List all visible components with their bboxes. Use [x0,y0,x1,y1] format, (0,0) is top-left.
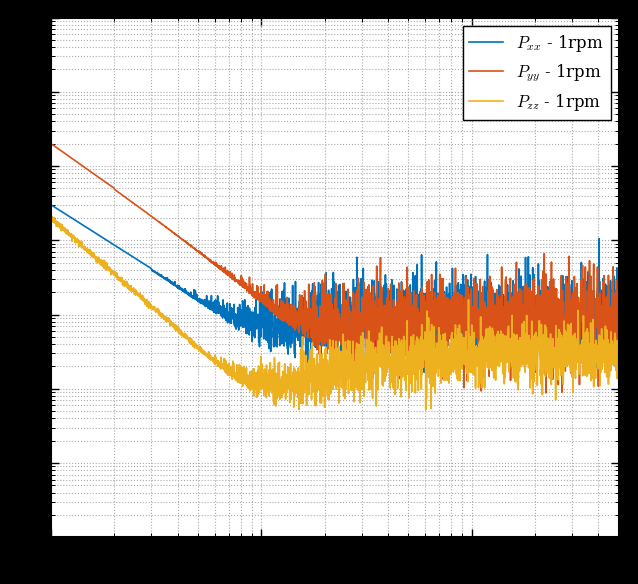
$P_{zz}$ - 1rpm [146,300,154,307]
$P_{zz}$ - 1rpm [290,384,297,391]
$P_{yy}$ - 1rpm [290,307,297,314]
$P_{yy}$ - 1rpm [112,187,119,194]
$P_{yy}$ - 1rpm [543,324,551,331]
Legend: $P_{xx}$ - 1rpm, $P_{yy}$ - 1rpm, $P_{zz}$ - 1rpm: $P_{xx}$ - 1rpm, $P_{yy}$ - 1rpm, $P_{zz… [463,26,611,120]
$P_{xx}$ - 1rpm [145,264,153,271]
$P_{zz}$ - 1rpm [615,325,623,332]
$P_{yy}$ - 1rpm [145,211,153,218]
Line: $P_{xx}$ - 1rpm: $P_{xx}$ - 1rpm [51,205,619,374]
$P_{zz}$ - 1rpm [47,213,55,220]
$P_{yy}$ - 1rpm [265,296,272,303]
$P_{yy}$ - 1rpm [615,334,623,341]
$P_{yy}$ - 1rpm [47,140,55,147]
$P_{zz}$ - 1rpm [112,273,120,280]
$P_{xx}$ - 1rpm [543,303,551,310]
$P_{xx}$ - 1rpm [348,370,356,377]
$P_{zz}$ - 1rpm [604,336,612,343]
$P_{xx}$ - 1rpm [47,201,55,208]
Line: $P_{zz}$ - 1rpm: $P_{zz}$ - 1rpm [51,216,619,409]
$P_{xx}$ - 1rpm [265,335,272,342]
$P_{zz}$ - 1rpm [47,215,55,223]
$P_{zz}$ - 1rpm [295,406,302,413]
$P_{zz}$ - 1rpm [265,367,273,374]
$P_{xx}$ - 1rpm [615,314,623,321]
$P_{zz}$ - 1rpm [543,355,551,362]
$P_{xx}$ - 1rpm [112,242,119,249]
Line: $P_{yy}$ - 1rpm: $P_{yy}$ - 1rpm [51,144,619,393]
$P_{xx}$ - 1rpm [604,320,612,327]
$P_{yy}$ - 1rpm [542,390,550,397]
$P_{yy}$ - 1rpm [604,318,612,325]
$P_{xx}$ - 1rpm [290,321,297,328]
